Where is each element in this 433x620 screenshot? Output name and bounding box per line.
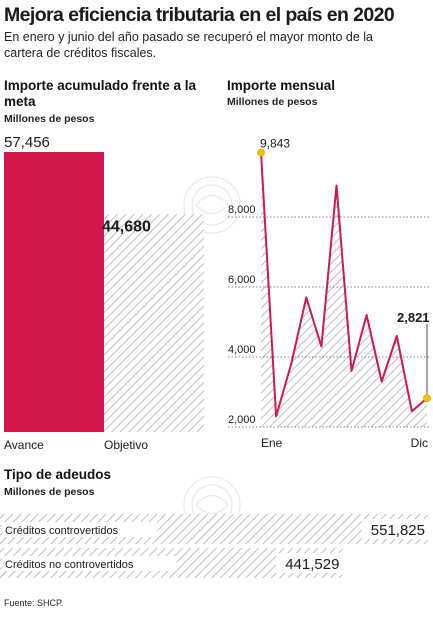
- line-series: [260, 152, 428, 418]
- line-subtitle: Millones de pesos: [227, 96, 318, 108]
- hbar-label-bg: [2, 522, 158, 537]
- line-chart: 2,000 4,000 6,000 8,000 9,843 2,821 Ene Dic: [228, 136, 431, 450]
- bar-value-label: 44,680: [102, 218, 151, 235]
- bar-avance: [4, 152, 104, 432]
- point-label-last: 2,821: [397, 310, 430, 325]
- debts-subtitle: Millones de pesos: [4, 486, 95, 498]
- bar-objetivo: [104, 214, 204, 432]
- source-note: Fuente: SHCP.: [4, 598, 64, 608]
- page-subtitle: En enero y junio del año pasado se recup…: [4, 30, 373, 60]
- y-tick-label: 2,000: [228, 414, 256, 426]
- debts-title: Tipo de adeudos: [4, 467, 112, 482]
- bar-category-label: Avance: [4, 438, 44, 452]
- x-label-start: Ene: [261, 436, 283, 450]
- last-point: [423, 394, 431, 403]
- horizontal-bar-chart: Créditos controvertidos 551,825 Créditos n…: [0, 514, 428, 578]
- page-title: Mejora eficiencia tributaria en el país …: [4, 4, 395, 26]
- x-label-end: Dic: [411, 436, 428, 450]
- bar-category-label: Objetivo: [104, 438, 148, 452]
- hbar-category-label: Créditos controvertidos: [5, 525, 119, 537]
- hbar-label-bg: [2, 556, 177, 571]
- bars-title: Importe acumulado frente a la meta: [4, 78, 197, 109]
- hbar-value-bg: [361, 519, 428, 539]
- line-title: Importe mensual: [227, 78, 336, 93]
- hbar-category-label: Créditos no controvertidos: [5, 559, 134, 571]
- hbar-value-label: 551,825: [371, 522, 425, 539]
- bar-chart: 57,456 Avance 44,680 Objetivo: [4, 134, 204, 452]
- y-tick-label: 8,000: [228, 204, 256, 216]
- first-point: [257, 148, 265, 157]
- hbar-value-label: 441,529: [285, 556, 339, 573]
- bar-value-label: 57,456: [4, 134, 50, 151]
- point-label-first: 9,843: [260, 136, 290, 150]
- hbar-value-bg: [276, 553, 343, 573]
- y-tick-label: 4,000: [228, 344, 256, 356]
- y-tick-label: 6,000: [228, 274, 256, 286]
- bars-subtitle: Millones de pesos: [4, 113, 95, 125]
